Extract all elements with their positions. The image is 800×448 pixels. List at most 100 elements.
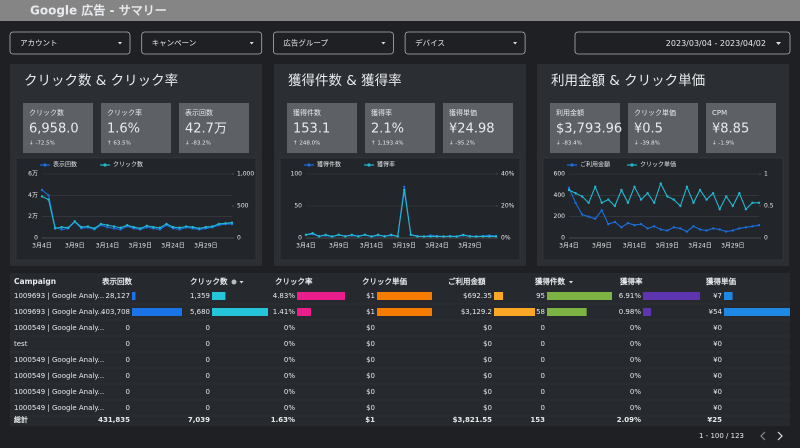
data-point — [331, 235, 334, 238]
kpi-value: 2.1% — [371, 122, 404, 137]
data-point — [165, 222, 168, 226]
campaign-cell[interactable]: test — [14, 340, 28, 348]
data-point — [158, 228, 162, 231]
data-point — [685, 230, 689, 233]
kpi-label: CPM — [712, 109, 727, 117]
data-point — [198, 227, 201, 230]
legend-label: 獲得率 — [377, 161, 395, 169]
data-point — [626, 201, 630, 204]
data-point — [67, 226, 70, 229]
number-cell: 0 — [541, 372, 545, 380]
number-cell: 0 — [206, 388, 210, 396]
column-header[interactable]: 獲得率 — [620, 276, 643, 286]
data-point — [435, 235, 439, 238]
data-point — [370, 235, 373, 238]
data-point — [106, 224, 109, 227]
column-header[interactable]: 獲得件数 — [535, 276, 565, 286]
next-page[interactable] — [777, 431, 783, 441]
data-point — [376, 233, 380, 236]
campaign-cell[interactable]: 1000549 | Google Analy... — [14, 324, 104, 332]
x-tick-label: 3月14日 — [96, 243, 119, 250]
data-point — [47, 194, 50, 197]
legend-label: クリック数 — [113, 161, 143, 169]
data-point — [60, 228, 63, 231]
number-cell: $0 — [366, 404, 375, 412]
data-point — [217, 222, 221, 226]
data-point — [389, 233, 393, 236]
kpi-value: 153.1 — [293, 122, 330, 137]
y-tick-label: 100 — [291, 171, 303, 178]
data-point — [442, 235, 445, 238]
data-point — [448, 235, 452, 238]
y2-tick-label: 0% — [501, 235, 511, 242]
filter-dropdown[interactable] — [272, 31, 394, 55]
y2-tick-label: 0.5 — [764, 203, 774, 210]
number-cell: 0% — [284, 372, 295, 380]
campaign-cell[interactable]: 1000549 | Google Analy... — [14, 372, 104, 380]
data-point — [620, 188, 623, 192]
dropdown-arrow — [513, 42, 518, 45]
legend-label: ご利用金額 — [580, 161, 610, 169]
data-point — [587, 215, 590, 218]
column-header[interactable]: クリック率 — [275, 276, 313, 286]
data-point — [718, 208, 721, 211]
campaign-cell[interactable]: 1000549 | Google Analy... — [14, 388, 104, 396]
filter-dropdown[interactable] — [404, 31, 526, 55]
campaign-cell[interactable]: 1009693 | Google Analy... — [14, 292, 104, 300]
column-header[interactable]: 獲得単価 — [706, 276, 736, 286]
kpi-card — [365, 103, 435, 153]
data-point — [178, 228, 181, 231]
data-point — [705, 229, 708, 232]
number-cell: 5,680 — [190, 308, 210, 316]
kpi-card — [550, 103, 620, 153]
data-point — [639, 198, 643, 201]
panel-title: 利用金額 & クリック単価 — [551, 73, 705, 89]
y-tick-label: 600 — [554, 171, 566, 178]
total-cell: 1.63% — [271, 416, 295, 424]
number-cell: 0% — [630, 388, 641, 396]
data-point — [468, 235, 471, 238]
column-header[interactable]: クリック数 — [190, 276, 228, 286]
column-header[interactable]: 表示回数 — [102, 276, 132, 286]
data-point — [86, 225, 90, 228]
number-cell: 95 — [536, 292, 545, 300]
data-point — [403, 188, 406, 192]
campaign-cell[interactable]: 1000549 | Google Analy... — [14, 404, 104, 412]
table-bar — [377, 292, 432, 300]
data-point — [317, 235, 321, 238]
prev-page[interactable] — [760, 431, 766, 441]
x-tick-label: 3月29日 — [458, 243, 481, 250]
y-tick-label: 0 — [298, 235, 302, 242]
kpi-value: 42.7万 — [185, 122, 227, 137]
column-header[interactable]: クリック単価 — [362, 276, 407, 286]
date-picker[interactable] — [574, 31, 791, 55]
campaign-cell[interactable]: 1000549 | Google Analy... — [14, 356, 104, 364]
dropdown-arrow — [776, 42, 781, 45]
data-point — [171, 225, 175, 229]
kpi-label: クリック単価 — [634, 108, 676, 117]
campaign-cell[interactable]: 1009693 | Google Analy... — [14, 308, 104, 316]
number-cell: 1,359 — [190, 292, 210, 300]
data-point — [230, 221, 234, 224]
x-tick-label: 3月24日 — [688, 243, 711, 250]
number-cell: 6.91% — [619, 292, 642, 300]
number-cell: 0 — [126, 372, 130, 380]
data-point — [145, 224, 149, 228]
filter-dropdown[interactable] — [9, 31, 131, 55]
data-point — [633, 224, 636, 227]
data-point — [494, 235, 498, 238]
data-point — [344, 235, 347, 238]
data-point — [350, 233, 354, 236]
column-header[interactable]: ご利用金額 — [448, 276, 486, 286]
chart-area — [542, 157, 784, 261]
x-tick-label: 3月9日 — [65, 243, 85, 250]
filter-dropdown[interactable] — [141, 31, 263, 55]
data-point — [574, 201, 577, 204]
data-point — [692, 225, 695, 228]
help-icon — [231, 279, 237, 285]
data-point — [488, 235, 491, 238]
table-bar — [377, 308, 432, 316]
legend-dot — [43, 163, 47, 167]
table-bar — [212, 308, 268, 316]
number-cell: ¥54 — [709, 308, 723, 316]
